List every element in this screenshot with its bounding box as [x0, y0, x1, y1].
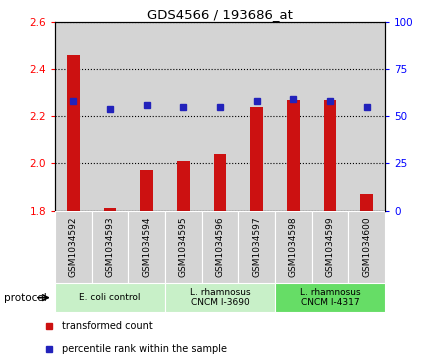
Text: GSM1034599: GSM1034599	[326, 216, 334, 277]
Text: GSM1034600: GSM1034600	[362, 216, 371, 277]
Text: transformed count: transformed count	[62, 321, 153, 331]
Bar	[238, 211, 275, 283]
Text: E. coli control: E. coli control	[79, 293, 141, 302]
Bar	[312, 22, 348, 211]
Bar	[202, 22, 238, 211]
Bar	[287, 100, 300, 211]
Text: GSM1034593: GSM1034593	[106, 216, 114, 277]
Bar	[128, 211, 165, 283]
Bar	[165, 283, 275, 312]
Text: GSM1034594: GSM1034594	[142, 217, 151, 277]
Bar	[165, 211, 202, 283]
Bar	[177, 161, 190, 211]
Bar	[348, 211, 385, 283]
Bar	[103, 208, 117, 211]
Bar	[55, 211, 92, 283]
Bar	[275, 22, 312, 211]
Text: GSM1034596: GSM1034596	[216, 216, 224, 277]
Bar	[202, 211, 238, 283]
Text: protocol: protocol	[4, 293, 47, 303]
Bar	[55, 22, 92, 211]
Bar	[128, 22, 165, 211]
Bar	[92, 211, 128, 283]
Bar	[323, 100, 337, 211]
Text: GSM1034592: GSM1034592	[69, 217, 78, 277]
Title: GDS4566 / 193686_at: GDS4566 / 193686_at	[147, 8, 293, 21]
Bar	[67, 55, 80, 211]
Bar	[348, 22, 385, 211]
Bar	[140, 170, 153, 211]
Text: GSM1034595: GSM1034595	[179, 216, 188, 277]
Bar	[275, 283, 385, 312]
Bar	[238, 22, 275, 211]
Bar	[55, 283, 165, 312]
Bar	[360, 194, 373, 211]
Bar	[213, 154, 227, 211]
Text: GSM1034597: GSM1034597	[252, 216, 261, 277]
Bar	[312, 211, 348, 283]
Bar	[165, 22, 202, 211]
Text: L. rhamnosus
CNCM I-4317: L. rhamnosus CNCM I-4317	[300, 288, 360, 307]
Bar	[92, 22, 128, 211]
Bar	[275, 211, 312, 283]
Text: GSM1034598: GSM1034598	[289, 216, 298, 277]
Text: percentile rank within the sample: percentile rank within the sample	[62, 344, 227, 354]
Bar	[250, 107, 263, 211]
Text: L. rhamnosus
CNCM I-3690: L. rhamnosus CNCM I-3690	[190, 288, 250, 307]
